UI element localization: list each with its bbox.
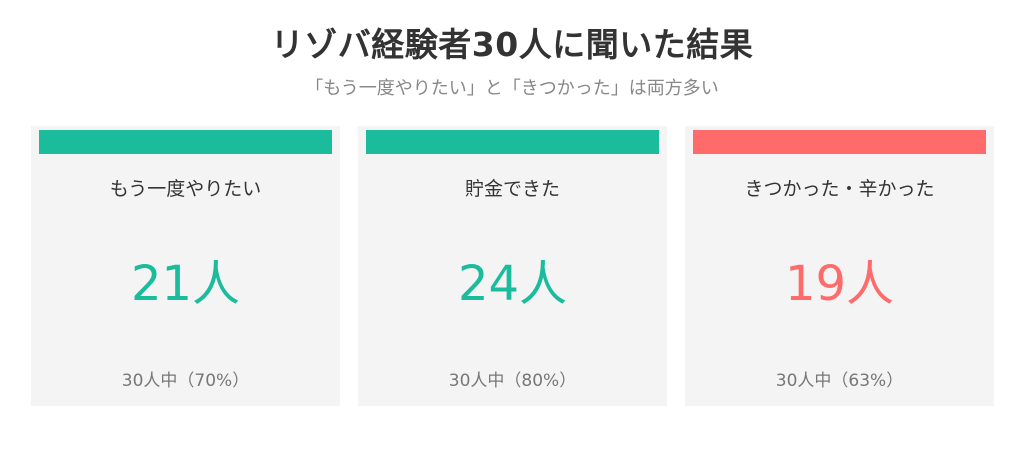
- page-title: リゾバ経験者30人に聞いた結果: [270, 25, 754, 64]
- card-note: 30人中（63%）: [775, 371, 904, 391]
- color-bar: [366, 130, 659, 154]
- result-cards: もう一度やりたい 21人 30人中（70%） 貯金できた 24人 30人中（80…: [31, 126, 994, 406]
- card-note: 30人中（80%）: [448, 371, 577, 391]
- card-label: もう一度やりたい: [109, 178, 262, 200]
- page-subtitle: 「もう一度やりたい」と「きつかった」は両方多い: [305, 78, 719, 99]
- card-label: 貯金できた: [464, 178, 560, 200]
- result-card-repeat: もう一度やりたい 21人 30人中（70%）: [31, 126, 340, 406]
- result-card-hard: きつかった・辛かった 19人 30人中（63%）: [685, 126, 994, 406]
- color-bar: [693, 130, 986, 154]
- result-card-savings: 貯金できた 24人 30人中（80%）: [358, 126, 667, 406]
- card-count: 19人: [784, 256, 895, 312]
- card-label: きつかった・辛かった: [744, 178, 935, 200]
- card-note: 30人中（70%）: [121, 371, 250, 391]
- color-bar: [39, 130, 332, 154]
- card-count: 24人: [457, 256, 568, 312]
- card-count: 21人: [130, 256, 241, 312]
